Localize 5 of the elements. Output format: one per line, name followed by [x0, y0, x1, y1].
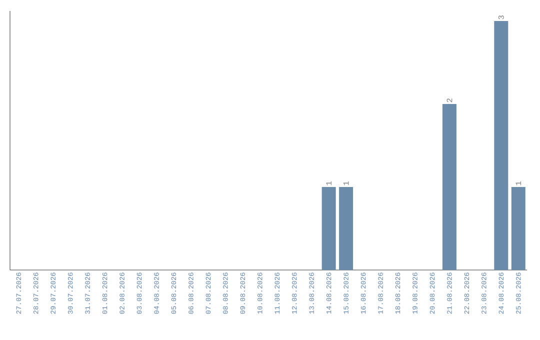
- data-label: 2: [446, 98, 452, 102]
- data-label: 1: [516, 181, 522, 186]
- data-label: 1: [343, 181, 349, 186]
- data-label: 1: [326, 181, 332, 186]
- data-label: 3: [498, 15, 504, 20]
